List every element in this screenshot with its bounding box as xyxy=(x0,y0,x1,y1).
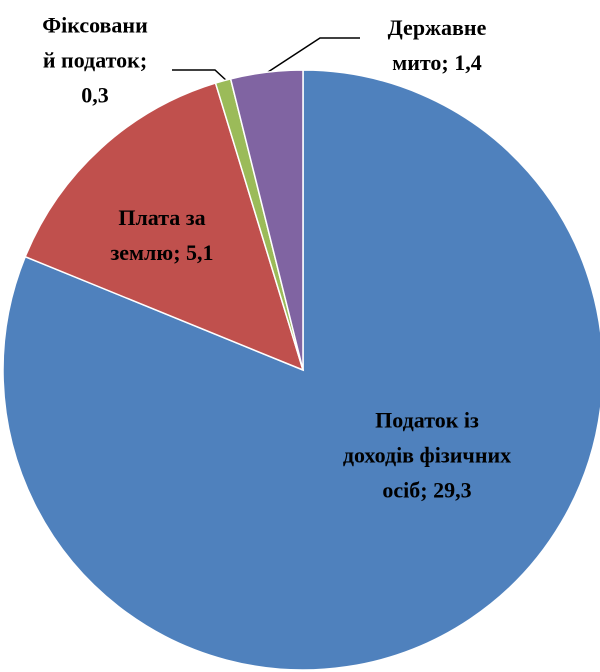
data-label: Державне мито; 1,4 xyxy=(387,15,487,75)
pie-slice xyxy=(24,82,305,372)
data-label: Фіксований податок; 0,3 xyxy=(42,12,148,108)
leader-line xyxy=(172,69,229,83)
pie-slice xyxy=(229,69,304,371)
data-label: Податок із доходів фізичних осіб; 29,3 xyxy=(342,407,512,503)
data-label: Плата за землю; 5,1 xyxy=(110,205,214,265)
leader-line xyxy=(267,37,360,73)
